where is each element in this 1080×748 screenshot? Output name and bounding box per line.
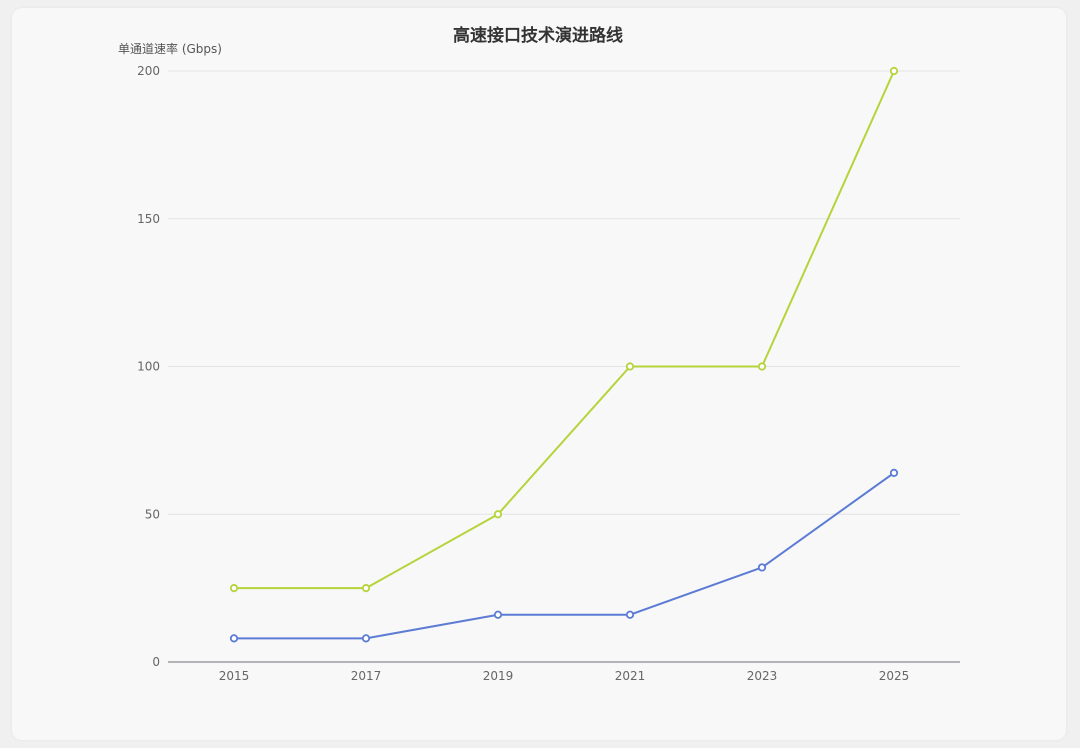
chart-title: 高速接口技术演进路线: [453, 25, 623, 46]
series-0: [229, 66, 899, 593]
data-point[interactable]: [361, 584, 371, 593]
x-tick-label: 2017: [351, 669, 382, 683]
y-tick-label: 50: [145, 507, 160, 521]
x-tick-label: 2015: [219, 669, 250, 683]
series-1: [229, 468, 899, 643]
y-tick-label: 100: [137, 360, 160, 374]
series-line: [234, 70, 895, 590]
x-tick-label: 2025: [879, 669, 910, 683]
data-point[interactable]: [757, 362, 767, 371]
data-point[interactable]: [889, 66, 899, 76]
y-axis-label: 单通道速率 (Gbps): [118, 41, 222, 56]
x-tick-label: 2021: [615, 669, 646, 683]
data-point[interactable]: [757, 563, 767, 572]
series-line: [234, 472, 895, 640]
y-tick-labels: 0 50 100 150 200: [137, 64, 160, 669]
data-point[interactable]: [493, 510, 503, 519]
data-point[interactable]: [229, 634, 239, 643]
data-point[interactable]: [229, 584, 239, 593]
data-point[interactable]: [625, 610, 635, 619]
data-point[interactable]: [889, 468, 899, 477]
data-point[interactable]: [361, 634, 371, 643]
y-tick-label: 0: [152, 655, 160, 669]
grid-lines: [168, 70, 960, 515]
y-tick-label: 150: [137, 212, 160, 226]
y-tick-label: 200: [137, 64, 160, 78]
data-point[interactable]: [625, 362, 635, 371]
x-axis: 2015 2017 2019 2021 2023 2025: [168, 661, 960, 683]
data-point[interactable]: [493, 610, 503, 619]
chart-card: [12, 8, 1066, 740]
series-lines: [229, 66, 899, 643]
x-tick-label: 2019: [483, 669, 514, 683]
x-tick-label: 2023: [747, 669, 778, 683]
